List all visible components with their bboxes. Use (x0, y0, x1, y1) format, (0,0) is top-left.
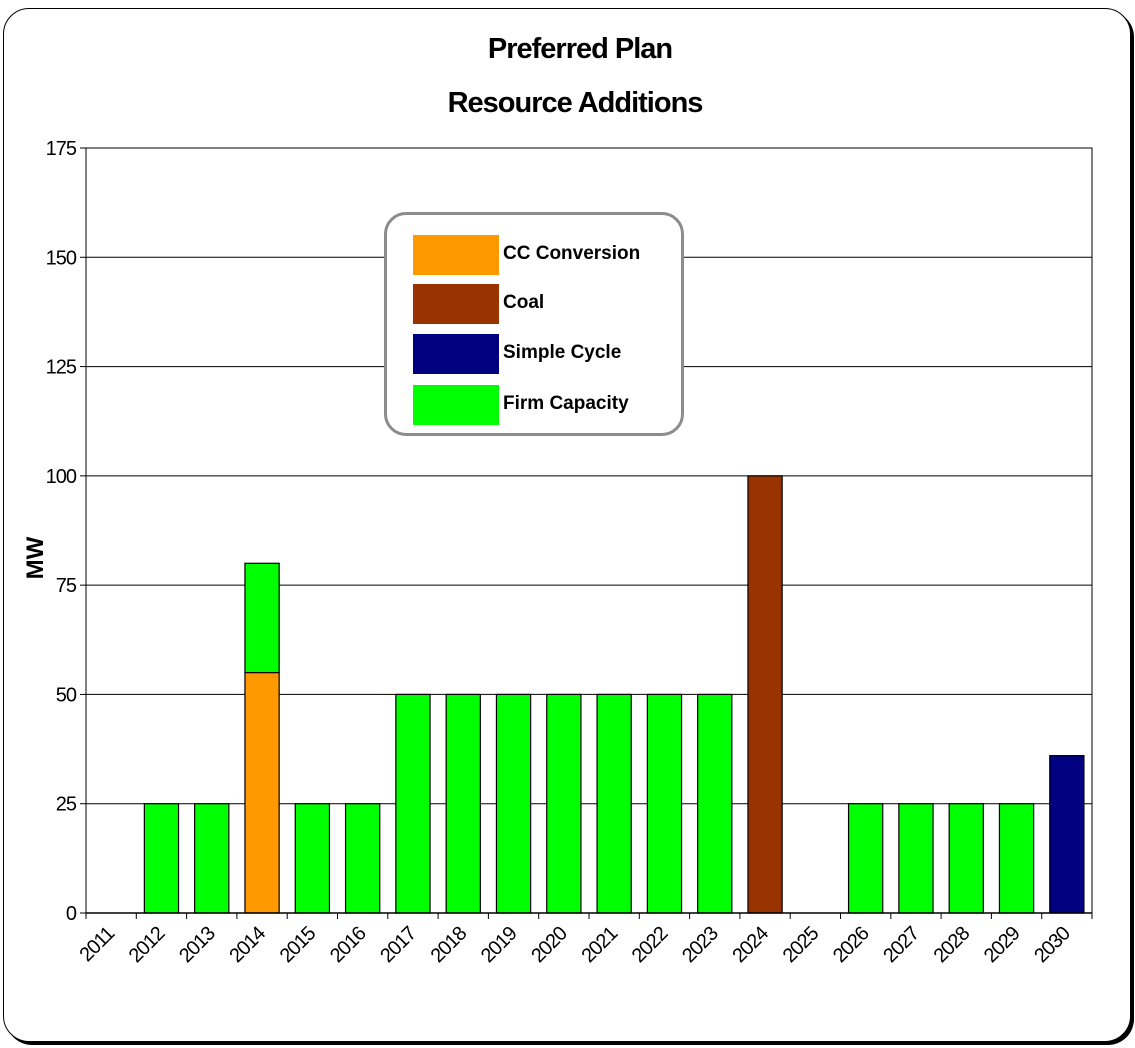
bar-firm-capacity-2026 (847, 803, 884, 914)
bar-firm-capacity-2022 (646, 693, 683, 914)
x-tick-label: 2020 (527, 922, 572, 967)
x-tick-label: 2018 (427, 922, 472, 967)
y-tick-label: 25 (56, 794, 77, 816)
x-tick-label: 2029 (980, 922, 1025, 967)
bar-firm-capacity-2016 (344, 803, 381, 914)
bar-simple-cycle-2030 (1049, 755, 1085, 914)
x-tick-label: 2017 (376, 922, 421, 967)
y-tick-label: 50 (56, 684, 77, 706)
legend-label-cc-conversion: CC Conversion (503, 243, 641, 264)
bar-coal-2024 (747, 475, 783, 914)
bar-firm-capacity-2014 (244, 562, 280, 674)
bar-firm-capacity-2015 (294, 803, 331, 914)
x-tick-label: 2019 (477, 922, 522, 967)
bar-firm-capacity-2023 (697, 693, 733, 914)
bar-firm-capacity-2027 (898, 803, 934, 914)
legend-label-coal: Coal (503, 292, 545, 313)
y-tick-label: 100 (46, 466, 77, 488)
bar-firm-capacity-2013 (194, 803, 230, 914)
x-tick-label: 2021 (577, 922, 622, 967)
bar-firm-capacity-2018 (445, 693, 481, 914)
chart-title-line-1: Preferred Plan (488, 33, 672, 65)
x-tick-label: 2025 (779, 922, 824, 967)
bar-firm-capacity-2012 (143, 803, 180, 914)
y-tick-label: 175 (46, 138, 77, 160)
x-tick-label: 2011 (76, 922, 120, 966)
y-tick-label: 150 (46, 247, 77, 269)
y-tick-label: 125 (46, 357, 77, 379)
y-tick-label: 75 (56, 575, 77, 597)
x-tick-label: 2027 (879, 922, 924, 967)
bar-firm-capacity-2021 (596, 693, 632, 914)
y-tick-label: 0 (66, 903, 77, 925)
legend-label-simple-cycle: Simple Cycle (503, 342, 622, 363)
bar-firm-capacity-2019 (495, 693, 532, 914)
bar-firm-capacity-2020 (546, 693, 582, 914)
x-tick-label: 2014 (225, 922, 270, 967)
x-tick-label: 2028 (930, 922, 975, 967)
x-tick-label: 2024 (728, 922, 773, 967)
bar-firm-capacity-2017 (395, 693, 431, 914)
x-tick-label: 2030 (1030, 922, 1075, 967)
chart-title-line-2: Resource Additions (448, 87, 703, 119)
x-tick-label: 2026 (829, 922, 874, 967)
legend-swatch-firm-capacity (413, 385, 499, 425)
x-tick-label: 2015 (276, 922, 321, 967)
y-axis-label: MW (22, 536, 49, 579)
bar-firm-capacity-2029 (998, 803, 1035, 914)
legend: CC Conversion Coal Simple Cycle Firm Cap… (384, 212, 684, 436)
x-tick-label: 2012 (125, 922, 170, 967)
bar-cc-conversion-2014 (244, 671, 280, 914)
legend-swatch-cc-conversion (413, 235, 499, 275)
x-tick-label: 2023 (678, 922, 723, 967)
x-tick-label: 2016 (326, 922, 371, 967)
x-tick-label: 2013 (175, 922, 220, 967)
x-tick-label: 2022 (628, 922, 673, 967)
legend-swatch-coal (413, 284, 499, 324)
bar-firm-capacity-2028 (948, 803, 984, 914)
legend-label-firm-capacity: Firm Capacity (503, 393, 629, 414)
legend-swatch-simple-cycle (413, 334, 499, 374)
